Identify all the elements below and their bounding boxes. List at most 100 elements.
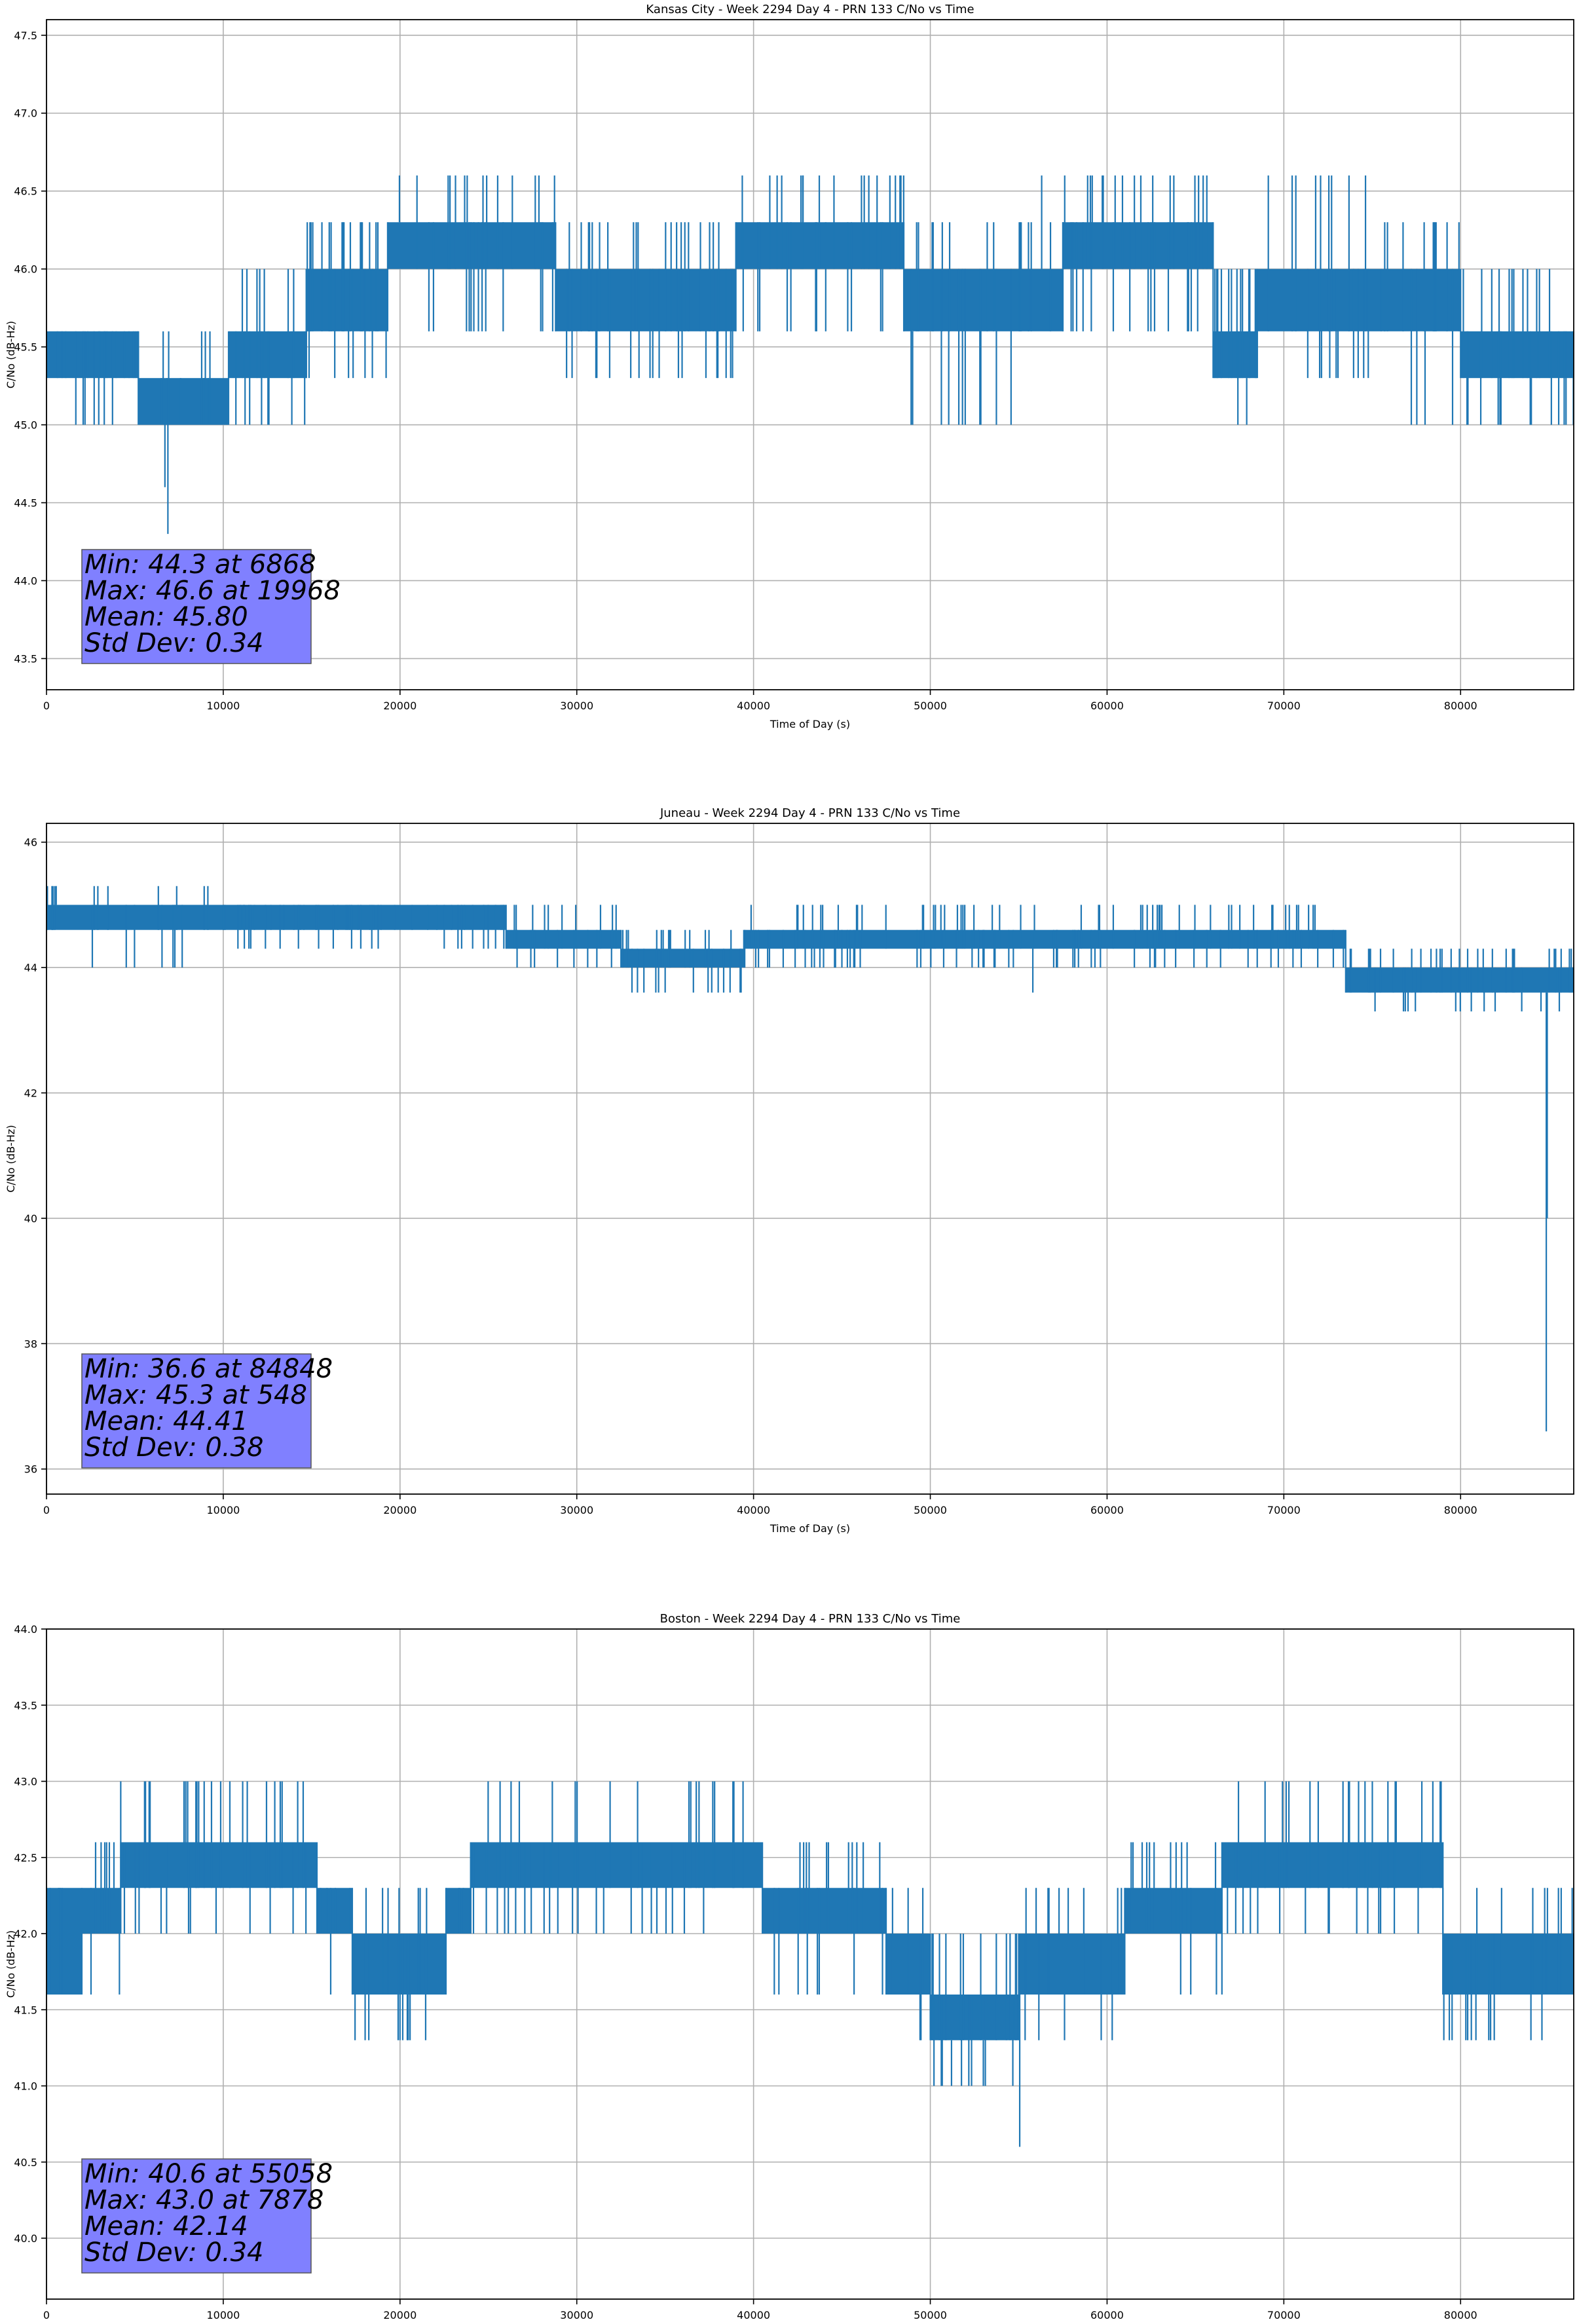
y-axis-label: C/No (dB-Hz) <box>5 321 17 388</box>
series-band <box>1018 1934 1125 1995</box>
series-band <box>1381 269 1461 331</box>
y-tick-label: 42.0 <box>14 1928 37 1940</box>
series-band <box>470 1842 763 1888</box>
plot-frame <box>46 19 1574 690</box>
y-tick-label: 45.5 <box>14 341 37 354</box>
series-band <box>745 929 1346 949</box>
plot-frame <box>46 1628 1574 2300</box>
y-tick-label: 40 <box>24 1212 37 1225</box>
stats-line: Std Dev: 0.38 <box>84 1433 264 1463</box>
y-tick-label: 40.5 <box>14 2156 37 2169</box>
x-tick-label: 80000 <box>1444 700 1477 712</box>
series-line <box>46 1781 1574 2147</box>
y-tick-label: 36 <box>24 1463 37 1476</box>
stats-line: Min: 36.6 at 84848 <box>84 1354 333 1384</box>
y-tick-label: 43.5 <box>14 652 37 665</box>
x-tick-label: 50000 <box>914 700 947 712</box>
series-line <box>46 886 1574 1432</box>
x-tick-label: 80000 <box>1444 1504 1477 1516</box>
series-band <box>555 269 736 331</box>
x-tick-label: 10000 <box>206 700 240 712</box>
stats-line: Max: 43.0 at 7878 <box>84 2185 324 2215</box>
y-tick-label: 42.5 <box>14 1852 37 1864</box>
series-line <box>46 175 1574 534</box>
series-band <box>506 929 622 949</box>
x-tick-label: 50000 <box>914 2309 947 2321</box>
x-tick-label: 40000 <box>737 700 770 712</box>
y-tick-label: 44.0 <box>14 574 37 587</box>
chart-panel-2: 0 10000 20000 30000 40000 50000 60000 70000 8000… <box>5 1612 1574 2321</box>
stats-box <box>81 2158 312 2274</box>
stats-box <box>81 549 312 664</box>
stats-line: Mean: 42.14 <box>84 2211 248 2241</box>
chart-title: Kansas City - Week 2294 Day 4 - PRN 133 … <box>646 3 974 16</box>
y-tick-label: 42 <box>24 1087 37 1100</box>
chart-title: Boston - Week 2294 Day 4 - PRN 133 C/No … <box>660 1612 961 1626</box>
y-tick-label: 45.0 <box>14 419 37 432</box>
y-tick-label: 46.0 <box>14 263 37 276</box>
x-tick-label: 60000 <box>1090 2309 1124 2321</box>
y-tick-label: 46 <box>24 836 37 849</box>
chart-title: Juneau - Week 2294 Day 4 - PRN 133 C/No … <box>659 806 960 820</box>
x-tick-label: 70000 <box>1267 1504 1301 1516</box>
stats-line: Mean: 45.80 <box>84 602 248 632</box>
y-tick-label: 46.5 <box>14 185 37 198</box>
x-axis-label: Time of Day (s) <box>770 1522 850 1535</box>
chart-panel-0: 0 10000 20000 30000 40000 50000 60000 70000 8000… <box>5 3 1574 730</box>
series-band <box>46 1888 82 1995</box>
series-band <box>138 378 229 425</box>
y-tick-label: 44.0 <box>14 1623 37 1636</box>
series-band <box>306 269 388 331</box>
x-tick-label: 20000 <box>383 1504 417 1516</box>
series-band <box>1221 1842 1443 1888</box>
stats-line: Std Dev: 0.34 <box>84 2238 264 2268</box>
x-tick-label: 20000 <box>383 700 417 712</box>
y-tick-label: 44.5 <box>14 497 37 510</box>
stats-line: Max: 45.3 at 548 <box>84 1380 307 1410</box>
x-tick-label: 70000 <box>1267 2309 1301 2321</box>
series-band <box>1124 1888 1222 1934</box>
x-tick-label: 10000 <box>206 2309 240 2321</box>
x-tick-label: 30000 <box>560 700 593 712</box>
series-band <box>930 1995 1019 2040</box>
x-tick-label: 30000 <box>560 2309 593 2321</box>
series-band <box>904 269 1063 331</box>
series-band <box>762 1888 887 1934</box>
stats-line: Min: 44.3 at 6868 <box>84 550 316 580</box>
x-tick-label: 50000 <box>914 1504 947 1516</box>
x-tick-label: 20000 <box>383 2309 417 2321</box>
plot-frame <box>46 823 1574 1495</box>
x-tick-label: 0 <box>43 1504 50 1516</box>
series-band <box>121 1842 317 1888</box>
x-tick-label: 40000 <box>737 2309 770 2321</box>
x-tick-label: 0 <box>43 700 50 712</box>
series-band <box>1460 331 1574 379</box>
y-tick-label: 38 <box>24 1338 37 1350</box>
chart-panel-1: 0 10000 20000 30000 40000 50000 60000 70000 8000… <box>5 806 1574 1535</box>
x-tick-label: 60000 <box>1090 1504 1124 1516</box>
series-band <box>1443 1934 1574 1995</box>
x-tick-label: 0 <box>43 2309 50 2321</box>
y-tick-label: 43.0 <box>14 1776 37 1788</box>
y-tick-label: 40.0 <box>14 2232 37 2245</box>
y-tick-label: 44 <box>24 962 37 974</box>
y-tick-label: 41.0 <box>14 2080 37 2093</box>
stats-line: Min: 40.6 at 55058 <box>84 2159 333 2189</box>
x-tick-label: 40000 <box>737 1504 770 1516</box>
x-tick-label: 60000 <box>1090 700 1124 712</box>
x-tick-label: 30000 <box>560 1504 593 1516</box>
x-tick-label: 70000 <box>1267 700 1301 712</box>
stats-line: Mean: 44.41 <box>84 1406 248 1436</box>
y-axis-label: C/No (dB-Hz) <box>5 1930 17 1998</box>
y-axis-label: C/No (dB-Hz) <box>5 1125 17 1192</box>
x-tick-label: 80000 <box>1444 2309 1477 2321</box>
series-band <box>1213 331 1257 379</box>
y-tick-label: 41.5 <box>14 2004 37 2016</box>
x-tick-label: 10000 <box>206 1504 240 1516</box>
stats-line: Std Dev: 0.34 <box>84 628 264 658</box>
y-tick-label: 47.0 <box>14 107 37 120</box>
y-tick-label: 43.5 <box>14 1699 37 1712</box>
stats-line: Max: 46.6 at 19968 <box>84 576 341 606</box>
stats-box <box>81 1353 312 1469</box>
